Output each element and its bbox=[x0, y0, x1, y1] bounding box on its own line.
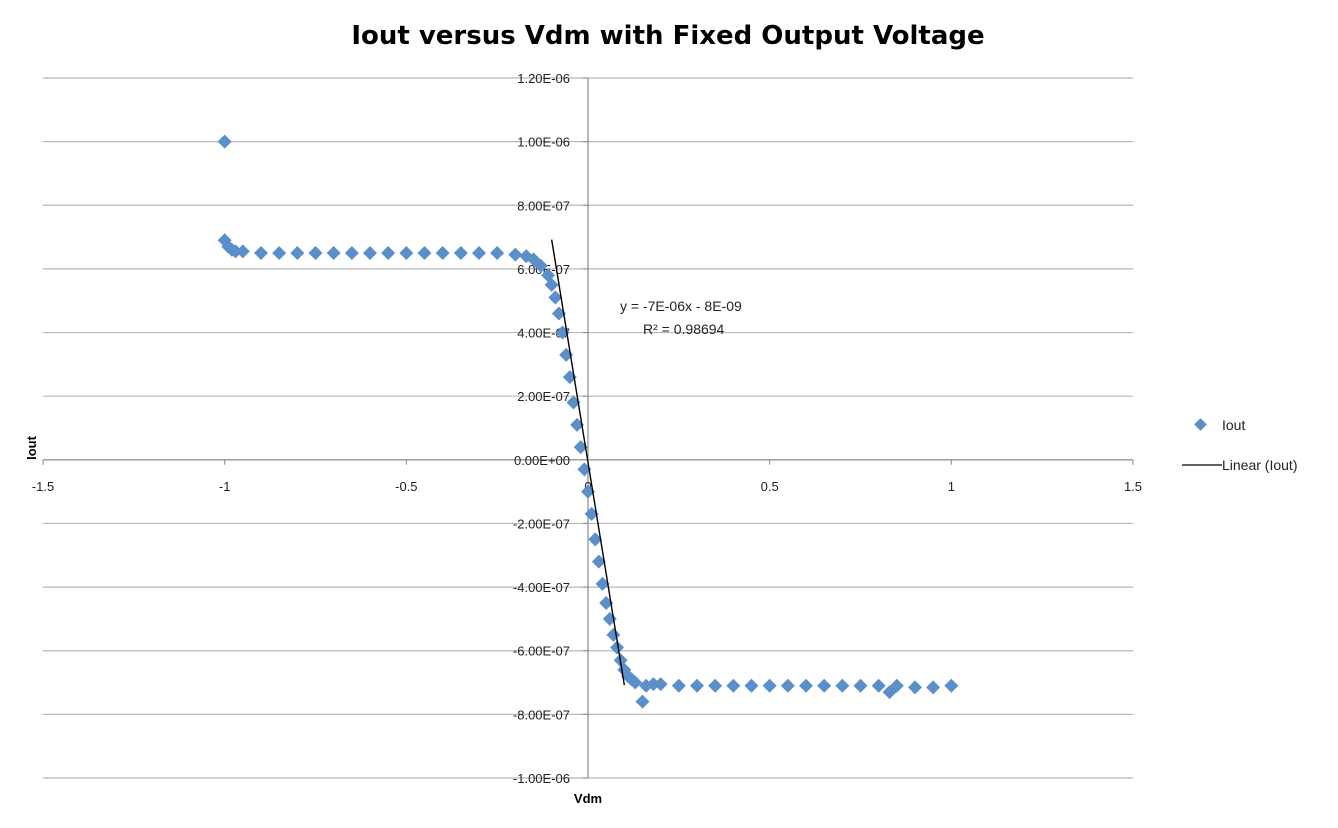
data-point bbox=[228, 244, 243, 259]
x-tick-label: -1 bbox=[219, 479, 231, 494]
data-point bbox=[726, 678, 741, 693]
y-tick-label: -1.00E-06 bbox=[513, 771, 570, 786]
data-point bbox=[610, 640, 625, 655]
data-point bbox=[544, 277, 559, 292]
scatter-points bbox=[217, 134, 959, 709]
data-point bbox=[908, 680, 922, 695]
data-point bbox=[817, 678, 832, 693]
data-point bbox=[671, 678, 686, 693]
y-tick-labels: 1.20E-061.00E-068.00E-076.00E-074.00E-07… bbox=[513, 71, 570, 786]
data-point bbox=[690, 678, 704, 693]
data-point bbox=[591, 554, 606, 569]
data-point bbox=[272, 246, 287, 260]
data-point bbox=[290, 246, 305, 260]
data-point bbox=[835, 678, 850, 693]
trendline-r-squared: R² = 0.98694 bbox=[643, 321, 725, 337]
data-point bbox=[744, 678, 759, 693]
data-point bbox=[548, 290, 563, 305]
trendline-group bbox=[550, 239, 626, 686]
y-tick-label: 2.00E-07 bbox=[517, 389, 570, 404]
y-tick-label: 1.00E-06 bbox=[517, 135, 570, 150]
data-point bbox=[344, 246, 359, 260]
data-point bbox=[453, 246, 468, 260]
legend-label-linear: Linear (Iout) bbox=[1222, 457, 1297, 473]
data-point bbox=[472, 246, 486, 260]
axes bbox=[42, 77, 1134, 779]
data-point bbox=[595, 576, 610, 591]
y-tick-label: -6.00E-07 bbox=[513, 644, 570, 659]
data-point bbox=[235, 244, 250, 259]
data-point bbox=[363, 246, 377, 260]
data-point bbox=[326, 246, 341, 260]
legend-label-iout: Iout bbox=[1222, 417, 1245, 433]
legend: Iout Linear (Iout) bbox=[1182, 417, 1297, 473]
data-point bbox=[308, 246, 323, 260]
data-point bbox=[508, 247, 523, 262]
data-point bbox=[635, 694, 650, 709]
data-point bbox=[606, 627, 621, 642]
x-axis-title: Vdm bbox=[574, 791, 602, 806]
data-point bbox=[588, 532, 603, 547]
data-point bbox=[926, 680, 941, 695]
data-point bbox=[628, 675, 643, 690]
x-tick-label: -0.5 bbox=[395, 479, 417, 494]
data-point bbox=[889, 678, 904, 693]
chart-title: Iout versus Vdm with Fixed Output Voltag… bbox=[351, 21, 984, 51]
data-point bbox=[780, 678, 795, 693]
y-tick-label: -8.00E-07 bbox=[513, 707, 570, 722]
data-point bbox=[381, 246, 396, 260]
y-tick-label: 8.00E-07 bbox=[517, 198, 570, 213]
data-point bbox=[646, 677, 661, 692]
data-point bbox=[871, 678, 886, 693]
data-point bbox=[944, 678, 959, 693]
data-point bbox=[490, 246, 505, 260]
data-point bbox=[533, 258, 548, 273]
data-point bbox=[584, 506, 599, 521]
x-tick-label: 1.5 bbox=[1124, 479, 1142, 494]
trendline bbox=[550, 239, 626, 686]
data-point bbox=[399, 246, 414, 260]
data-point bbox=[217, 134, 232, 149]
x-tick-label: 1 bbox=[948, 479, 955, 494]
data-point bbox=[799, 678, 813, 693]
data-point bbox=[653, 677, 668, 692]
x-tick-label: -1.5 bbox=[32, 479, 54, 494]
y-tick-label: 0.00E+00 bbox=[514, 453, 570, 468]
y-tick-label: -2.00E-07 bbox=[513, 516, 570, 531]
x-tick-label: 0.5 bbox=[761, 479, 779, 494]
legend-marker-iout bbox=[1194, 418, 1207, 431]
data-point bbox=[762, 678, 777, 693]
data-point bbox=[435, 246, 450, 260]
data-point bbox=[708, 678, 723, 693]
y-tick-label: -4.00E-07 bbox=[513, 580, 570, 595]
y-axis-title: Iout bbox=[24, 435, 39, 459]
data-point bbox=[254, 246, 268, 260]
trendline-equation: y = -7E-06x - 8E-09 bbox=[620, 298, 742, 314]
data-point bbox=[853, 678, 868, 693]
y-tick-label: 1.20E-06 bbox=[517, 71, 570, 86]
y-tick-label: 4.00E-07 bbox=[517, 326, 570, 341]
data-point bbox=[417, 246, 432, 260]
